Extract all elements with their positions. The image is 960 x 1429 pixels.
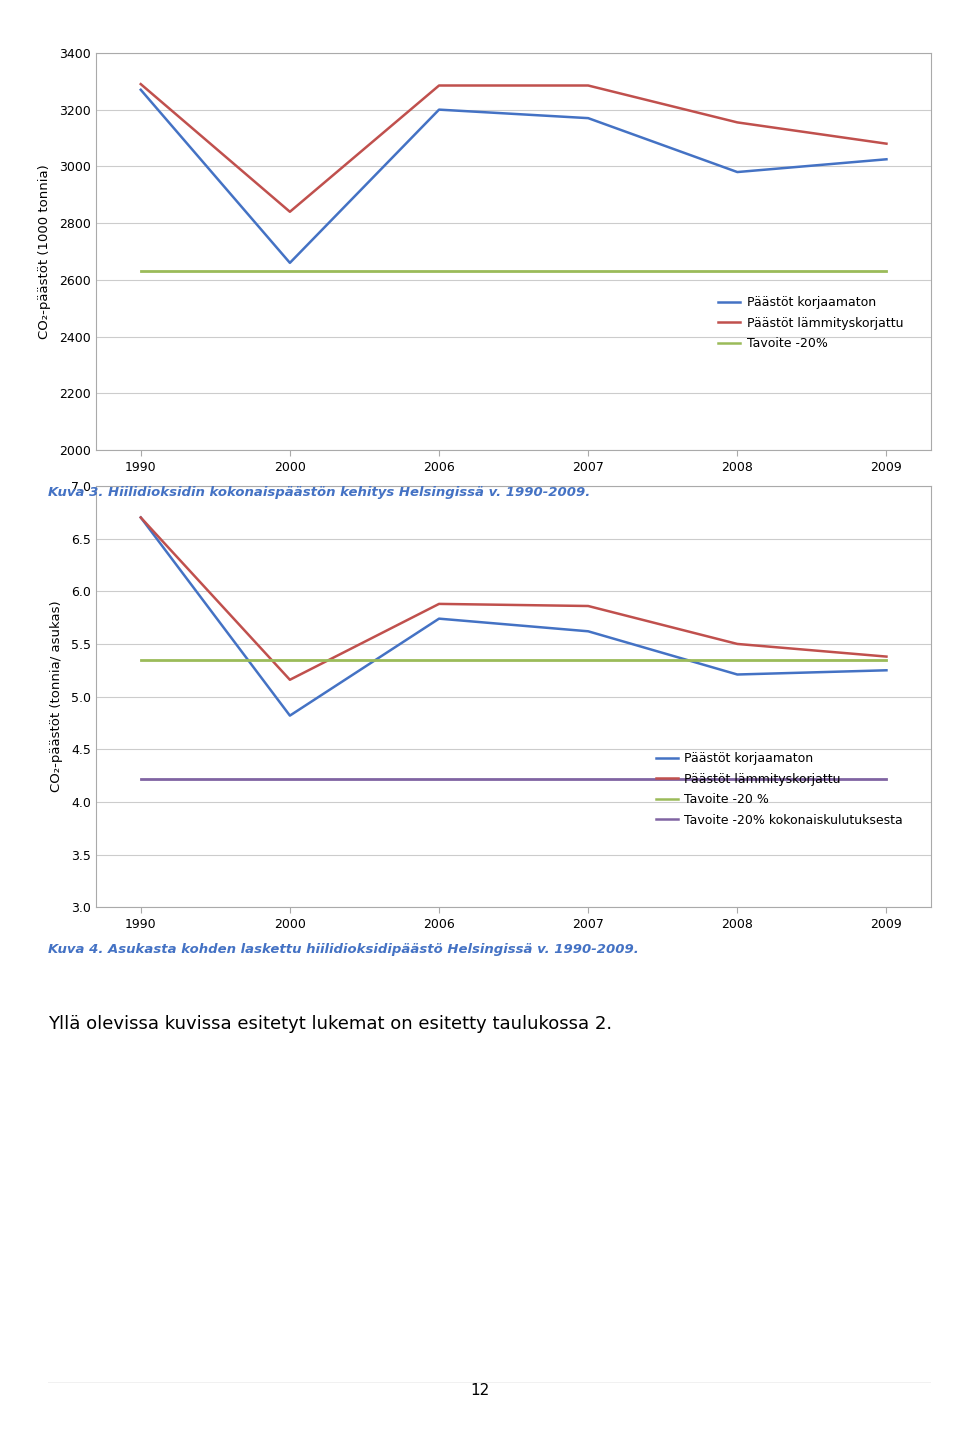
Y-axis label: CO₂-päästöt (1000 tonnia): CO₂-päästöt (1000 tonnia): [38, 164, 51, 339]
Legend: Päästöt korjaamaton, Päästöt lämmityskorjattu, Tavoite -20 %, Tavoite -20% kokon: Päästöt korjaamaton, Päästöt lämmityskor…: [651, 747, 908, 832]
Legend: Päästöt korjaamaton, Päästöt lämmityskorjattu, Tavoite -20%: Päästöt korjaamaton, Päästöt lämmityskor…: [713, 292, 908, 354]
Text: Kuva 4. Asukasta kohden laskettu hiilidioksidipäästö Helsingissä v. 1990-2009.: Kuva 4. Asukasta kohden laskettu hiilidi…: [48, 943, 638, 956]
Text: 12: 12: [470, 1383, 490, 1398]
Text: Kuva 3. Hiilidioksidin kokonaispäästön kehitys Helsingissä v. 1990-2009.: Kuva 3. Hiilidioksidin kokonaispäästön k…: [48, 486, 590, 499]
Y-axis label: CO₂-päästöt (tonnia/ asukas): CO₂-päästöt (tonnia/ asukas): [50, 600, 62, 793]
Text: Yllä olevissa kuvissa esitetyt lukemat on esitetty taulukossa 2.: Yllä olevissa kuvissa esitetyt lukemat o…: [48, 1015, 612, 1033]
